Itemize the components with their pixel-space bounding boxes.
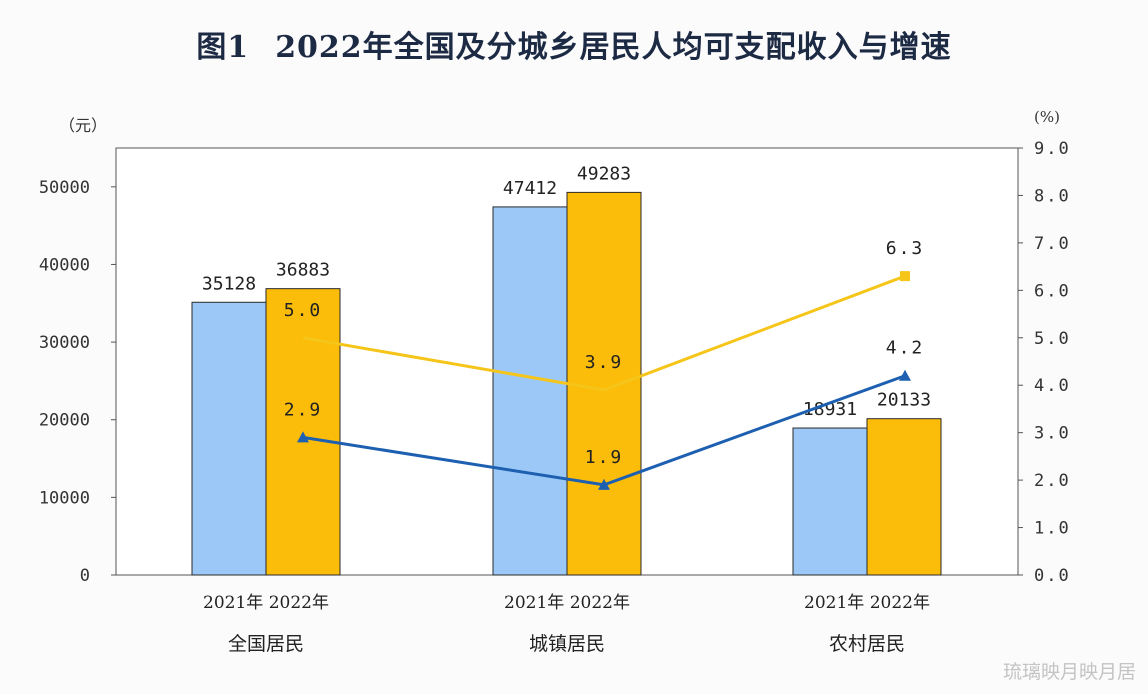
year-labels: 2021年 2022年 (203, 593, 329, 613)
bar (265, 288, 341, 576)
left-tick-label: 20000 (39, 411, 90, 431)
title-text: 2022年全国及分城乡居民人均可支配收入与增速 (275, 30, 952, 65)
left-tick-label: 0 (80, 566, 90, 586)
left-tick-label: 10000 (39, 488, 90, 508)
bar-value-label: 20133 (877, 390, 931, 411)
year-labels: 2021年 2022年 (804, 593, 930, 613)
right-tick-label: 9.0 (1034, 139, 1071, 159)
bar-value-label: 36883 (276, 260, 330, 281)
line-value-label: 5.0 (284, 300, 323, 321)
right-tick-label: 7.0 (1034, 234, 1071, 254)
line-value-label: 3.9 (585, 352, 624, 373)
line-value-label: 4.2 (886, 338, 925, 359)
bar (492, 206, 568, 576)
line-value-label: 6.3 (886, 238, 925, 259)
bar-value-label: 18931 (803, 399, 857, 420)
category-label: 城镇居民 (529, 633, 605, 655)
line-marker (598, 478, 610, 490)
bar (866, 418, 942, 576)
right-tick-label: 5.0 (1034, 329, 1071, 349)
bar (792, 427, 868, 576)
line-marker (297, 431, 309, 443)
line-value-label: 1.9 (585, 447, 624, 468)
left-tick-label: 50000 (39, 178, 90, 198)
chart-title: 图1 2022年全国及分城乡居民人均可支配收入与增速 (0, 22, 1148, 66)
watermark: 琉璃映月映月居 (1002, 661, 1136, 683)
right-tick-label: 3.0 (1034, 424, 1071, 444)
left-tick-label: 40000 (39, 255, 90, 275)
right-tick-label: 1.0 (1034, 519, 1071, 539)
right-tick-label: 8.0 (1034, 186, 1071, 206)
right-axis-unit: (%) (1034, 108, 1060, 126)
line-marker (899, 369, 911, 381)
right-tick-label: 6.0 (1034, 281, 1071, 301)
category-label: 农村居民 (829, 633, 905, 655)
bar (191, 301, 267, 576)
category-label: 全国居民 (228, 633, 304, 655)
growth-line (302, 274, 906, 392)
bar-value-label: 35128 (202, 273, 256, 294)
right-tick-label: 0.0 (1034, 566, 1071, 586)
bar-value-label: 49283 (577, 163, 631, 184)
figure-label: 图1 (196, 30, 250, 65)
right-tick-label: 2.0 (1034, 471, 1071, 491)
right-tick-label: 4.0 (1034, 376, 1071, 396)
line-value-label: 2.9 (284, 399, 323, 420)
bar (566, 191, 642, 576)
line-marker (900, 271, 910, 282)
left-axis-unit: （元） (59, 116, 107, 135)
bar-value-label: 47412 (503, 178, 557, 199)
left-tick-label: 30000 (39, 333, 90, 353)
year-labels: 2021年 2022年 (504, 593, 630, 613)
